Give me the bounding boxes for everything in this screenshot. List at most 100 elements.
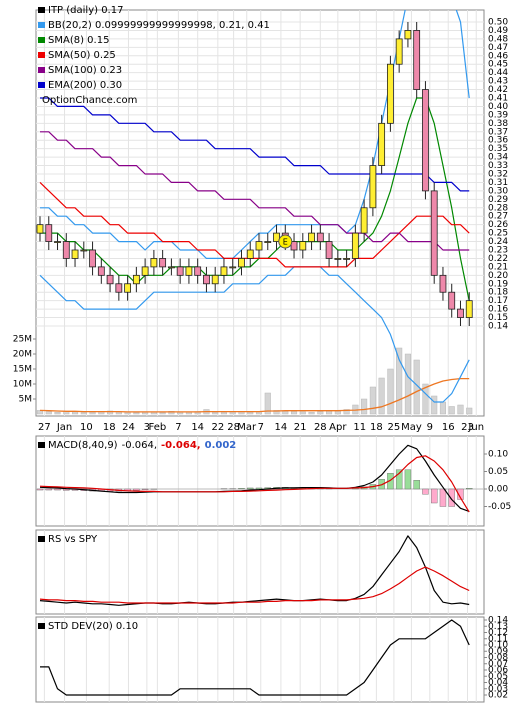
y-tick-label: 0.08 (488, 653, 508, 663)
y-tick-label: 0.42 (488, 85, 508, 95)
histogram-bar (395, 469, 403, 490)
candle-body (150, 258, 158, 268)
x-tick-label: 11 (353, 422, 366, 433)
y-tick-label: 0.39 (488, 110, 508, 120)
legend-swatch (38, 536, 45, 542)
y-tick-label: 0.38 (488, 119, 508, 129)
y-tick-label: 0.22 (488, 254, 508, 264)
y-tick-label: 0.43 (488, 77, 508, 87)
legend-value: -0.064, (122, 440, 157, 451)
x-tick-label: 25 (388, 422, 401, 433)
candle-body (457, 308, 464, 318)
x-tick-label: Apr (329, 422, 347, 433)
legend-swatch (38, 623, 45, 629)
volume-bar (282, 411, 289, 415)
volume-bar (264, 392, 271, 415)
volume-bar (369, 386, 376, 415)
candle-body (115, 283, 123, 293)
y-tick-label: 0.13 (488, 622, 508, 632)
candle-body (141, 266, 149, 276)
y-tick-label: 0.04 (488, 678, 508, 688)
y-tick-label: 0.09 (488, 647, 508, 657)
indicator-line (40, 619, 470, 696)
legend-swatch (38, 22, 45, 28)
histogram-bar (36, 488, 44, 491)
y-tick-label: 0.31 (488, 178, 508, 188)
y-tick-label: 0.21 (488, 262, 508, 272)
candle-body (229, 266, 237, 269)
overlay-line (40, 97, 470, 301)
y-tick-label: 0.48 (488, 34, 508, 44)
candle-body (185, 266, 193, 276)
volume-bar (387, 368, 394, 415)
y-tick-label: 0.15 (488, 313, 508, 323)
candle-body (439, 274, 447, 293)
candle-body (71, 249, 79, 259)
x-tick-label: 16 (442, 422, 455, 433)
x-tick-label: Jan (56, 422, 72, 433)
candle-body (124, 283, 131, 293)
y-tick-label: 0.10 (488, 641, 508, 651)
volume-bar (308, 411, 315, 415)
volume-bar (80, 412, 87, 415)
x-tick-label: 27 (38, 422, 51, 433)
panel (36, 436, 484, 526)
histogram-bar (133, 488, 140, 491)
y-tick-label: 0.05 (488, 672, 508, 682)
histogram-bar (238, 488, 245, 490)
histogram-bar (448, 488, 455, 507)
candle-body (343, 258, 351, 260)
histogram-bar (466, 488, 473, 490)
y-tick-label: 0.34 (488, 153, 508, 163)
rs-panel-frame (35, 529, 485, 615)
histogram-bar (255, 487, 263, 490)
histogram-bar (422, 488, 429, 495)
candle-body (211, 274, 219, 285)
candle-body (203, 274, 210, 285)
x-tick-label: May (401, 422, 422, 433)
y-tick-label: 0.19 (488, 279, 508, 289)
volume-bar (422, 383, 429, 415)
panel-title: MACD(8,40,9) (48, 440, 118, 451)
legend-swatch (38, 37, 45, 43)
legend-entry: SMA(8) 0.15 (48, 35, 109, 46)
volume-average-line (39, 377, 470, 413)
candle-body (378, 122, 386, 166)
volume-tick-label: 5M (19, 395, 33, 405)
x-tick-label: 7 (258, 422, 264, 433)
x-tick-label: 9 (427, 422, 433, 433)
y-tick-label: 0.20 (488, 271, 508, 281)
overlay-line (39, 181, 470, 268)
candle-body (220, 266, 228, 276)
panel-title: STD DEV(20) 0.10 (48, 621, 138, 632)
y-tick-label: 0.49 (488, 26, 508, 36)
candle-body (413, 30, 421, 90)
earnings-marker (278, 234, 293, 249)
overlay-line (40, 131, 470, 251)
x-tick-label: Feb (149, 422, 167, 433)
candle-body (334, 258, 342, 260)
y-tick-label: 0.12 (488, 628, 508, 638)
candle-body (97, 266, 105, 276)
x-tick-label: Jun (467, 422, 484, 433)
y-tick-label: 0.40 (488, 102, 508, 112)
y-tick-label: 0.11 (488, 634, 508, 644)
y-tick-label: 0.14 (488, 616, 508, 626)
candle-body (54, 241, 61, 243)
y-tick-label: 0.27 (488, 212, 508, 222)
panel (39, 530, 477, 614)
histogram-bar (54, 488, 61, 491)
legend-swatch (38, 82, 45, 88)
volume-bar (404, 353, 411, 415)
y-tick-label: 0.26 (488, 220, 508, 230)
legend-title: ITP (daily) 0.17 (48, 5, 123, 16)
x-tick-label: 23 (461, 422, 474, 433)
candle-body (369, 165, 377, 209)
y-tick-label: 0.46 (488, 51, 508, 61)
y-tick-label: 0.02 (488, 691, 508, 701)
candle-body (386, 63, 394, 124)
x-tick-label: Mar (237, 422, 257, 433)
indicator-line (39, 566, 470, 604)
price-panel-frame (35, 9, 485, 417)
volume-bar (290, 411, 298, 415)
